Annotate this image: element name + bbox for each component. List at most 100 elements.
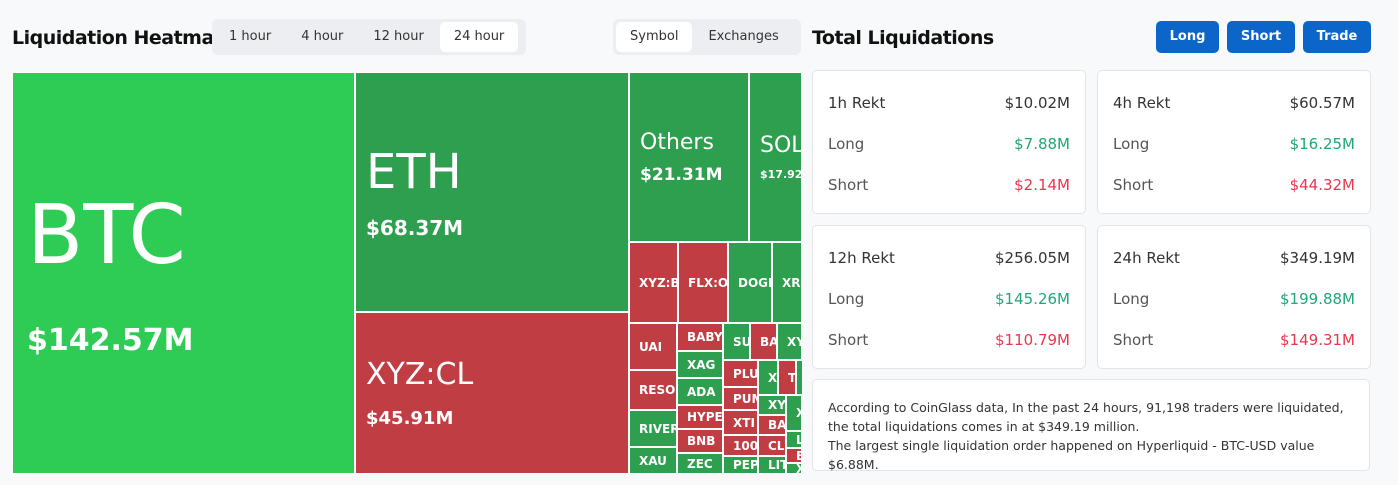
rekt-total-row: 1h Rekt $10.02M <box>828 83 1070 124</box>
cell-label: SUI <box>733 334 749 349</box>
heatmap-title: Liquidation Heatmap <box>12 27 227 49</box>
cell-label: XAG <box>687 357 716 372</box>
treemap-cell-pump[interactable]: PUMP <box>723 387 758 410</box>
cell-label: BABY <box>687 330 723 344</box>
cell-label: SOL <box>760 133 802 158</box>
cell-label: BA <box>768 418 786 432</box>
treemap-cell-l[interactable]: L <box>786 431 802 448</box>
rekt-short-row: Short $2.14M <box>828 165 1070 206</box>
treemap-cell-btc[interactable]: BTC $142.57M <box>12 72 355 474</box>
liquidation-summary: According to CoinGlass data, In the past… <box>812 379 1370 472</box>
tab-24-hour[interactable]: 24 hour <box>439 22 519 52</box>
treemap-cell-doge[interactable]: DOGE <box>728 242 772 323</box>
treemap-cell-xyz-cl[interactable]: XYZ:CL $45.91M <box>355 312 629 474</box>
treemap-cell-x[interactable]: X <box>758 360 778 395</box>
rekt-label: 12h Rekt <box>828 249 895 267</box>
cell-label: XY <box>768 398 786 412</box>
treemap-cell-sol[interactable]: SOL $17.92M <box>749 72 802 242</box>
tab-1-hour[interactable]: 1 hour <box>229 29 272 44</box>
rekt-total: $60.57M <box>1289 94 1355 112</box>
tab-12-hour[interactable]: 12 hour <box>373 29 424 44</box>
treemap-cell-xau[interactable]: XAU <box>629 447 677 474</box>
cell-label: LIT <box>768 458 785 472</box>
treemap-cell-plume[interactable]: PLUME <box>723 360 758 387</box>
cell-label: XYZ:CL <box>366 357 474 392</box>
treemap-cell-xy[interactable]: XY <box>777 323 802 360</box>
treemap-cell-bnb[interactable]: BNB <box>677 429 723 453</box>
long-value: $16.25M <box>1289 135 1355 153</box>
cell-label: XTI <box>733 415 755 430</box>
treemap-cell-cl[interactable]: CL <box>758 435 786 456</box>
treemap-cell-b[interactable]: B <box>786 448 802 463</box>
rekt-short-row: Short $149.31M <box>1113 320 1355 361</box>
treemap-cell-xag[interactable]: XAG <box>677 351 723 378</box>
rekt-card: 24h Rekt $349.19M Long $199.88M Short $149.… <box>1097 225 1371 369</box>
cell-label: X <box>768 370 778 385</box>
treemap-cell-sui[interactable]: SUI <box>723 323 750 360</box>
treemap-cell-ada[interactable]: ADA <box>677 378 723 405</box>
rekt-long-row: Long $7.88M <box>828 124 1070 165</box>
cell-label: L <box>796 433 801 447</box>
treemap-cell-xti[interactable]: XTI <box>723 410 758 435</box>
treemap-cell-1000[interactable]: 1000 <box>723 435 758 456</box>
cell-label: UAI <box>639 339 663 354</box>
short-label: Short <box>1113 176 1154 194</box>
long-label: Long <box>1113 135 1150 153</box>
treemap-cell-lit[interactable]: LIT <box>758 456 786 474</box>
cell-label: XY <box>787 334 801 349</box>
cell-value: $17.92M <box>760 168 802 181</box>
cell-label: XRP <box>782 275 801 290</box>
treemap-cell-others[interactable]: Others $21.31M <box>629 72 749 242</box>
long-value: $199.88M <box>1280 290 1355 308</box>
rekt-short-row: Short $110.79M <box>828 320 1070 361</box>
long-value: $7.88M <box>1014 135 1070 153</box>
tab-4-hour[interactable]: 4 hour <box>301 29 344 44</box>
short-button[interactable]: Short <box>1227 21 1295 53</box>
trade-button[interactable]: Trade <box>1303 21 1371 53</box>
treemap-cell-hype[interactable]: HYPE <box>677 405 723 429</box>
cell-value: $45.91M <box>366 408 454 429</box>
treemap-cell-x[interactable]: X <box>786 395 802 431</box>
rekt-card: 12h Rekt $256.05M Long $145.26M Short $110.… <box>812 225 1086 369</box>
treemap-cell-eth[interactable]: ETH $68.37M <box>355 72 629 312</box>
treemap-cell-xyz-br[interactable]: XYZ:BR <box>629 242 678 323</box>
treemap-cell-ta[interactable]: TA <box>778 360 796 395</box>
treemap-cell-ba[interactable]: BA <box>750 323 777 360</box>
tab-exchanges[interactable]: Exchanges <box>708 29 779 44</box>
cell-label: B <box>796 449 801 462</box>
treemap-cell-xrp[interactable]: XRP <box>772 242 802 323</box>
cell-label: XAU <box>639 453 667 468</box>
treemap-cell-pepe[interactable]: PEPE <box>723 456 758 474</box>
treemap-cell-ba[interactable]: BA <box>758 415 786 435</box>
cell-label: Others <box>640 129 714 155</box>
treemap-cell-zec[interactable]: ZEC <box>677 453 723 474</box>
short-label: Short <box>828 331 869 349</box>
rekt-total: $349.19M <box>1280 249 1355 267</box>
cell-value: $21.31M <box>640 164 723 185</box>
summary-line-1: According to CoinGlass data, In the past… <box>828 400 1344 434</box>
treemap-cell-river[interactable]: RIVER <box>629 410 677 447</box>
cell-label: BTC <box>27 188 186 283</box>
treemap-cell-resolv[interactable]: RESOLV <box>629 370 677 410</box>
liquidation-treemap: BTC $142.57M ETH $68.37M XYZ:CL $45.91M Others… <box>12 72 802 474</box>
cell-label: 1000 <box>733 438 758 453</box>
treemap-cell-uai[interactable]: UAI <box>629 323 677 370</box>
cell-label: X <box>796 406 801 420</box>
cell-label: RESOLV <box>639 383 676 397</box>
treemap-cell-flx-oil[interactable]: FLX:OIL <box>678 242 728 323</box>
total-liquidations-title: Total Liquidations <box>812 27 994 49</box>
long-button[interactable]: Long <box>1156 21 1219 53</box>
tab-symbol[interactable]: Symbol <box>616 22 693 52</box>
rekt-long-row: Long $199.88M <box>1113 279 1355 320</box>
treemap-cell-baby[interactable]: BABY <box>677 323 723 351</box>
rekt-total-row: 24h Rekt $349.19M <box>1113 238 1355 279</box>
rekt-label: 24h Rekt <box>1113 249 1180 267</box>
cell-label: BNB <box>687 434 716 448</box>
treemap-cell-xy[interactable]: XY <box>758 395 786 415</box>
rekt-total: $10.02M <box>1004 94 1070 112</box>
treemap-cell-x[interactable]: X <box>786 463 802 474</box>
treemap-cell-unlabeled[interactable] <box>796 360 802 395</box>
cell-label: X <box>796 464 801 473</box>
cell-value: $142.57M <box>27 323 194 358</box>
cell-value: $68.37M <box>366 216 464 240</box>
